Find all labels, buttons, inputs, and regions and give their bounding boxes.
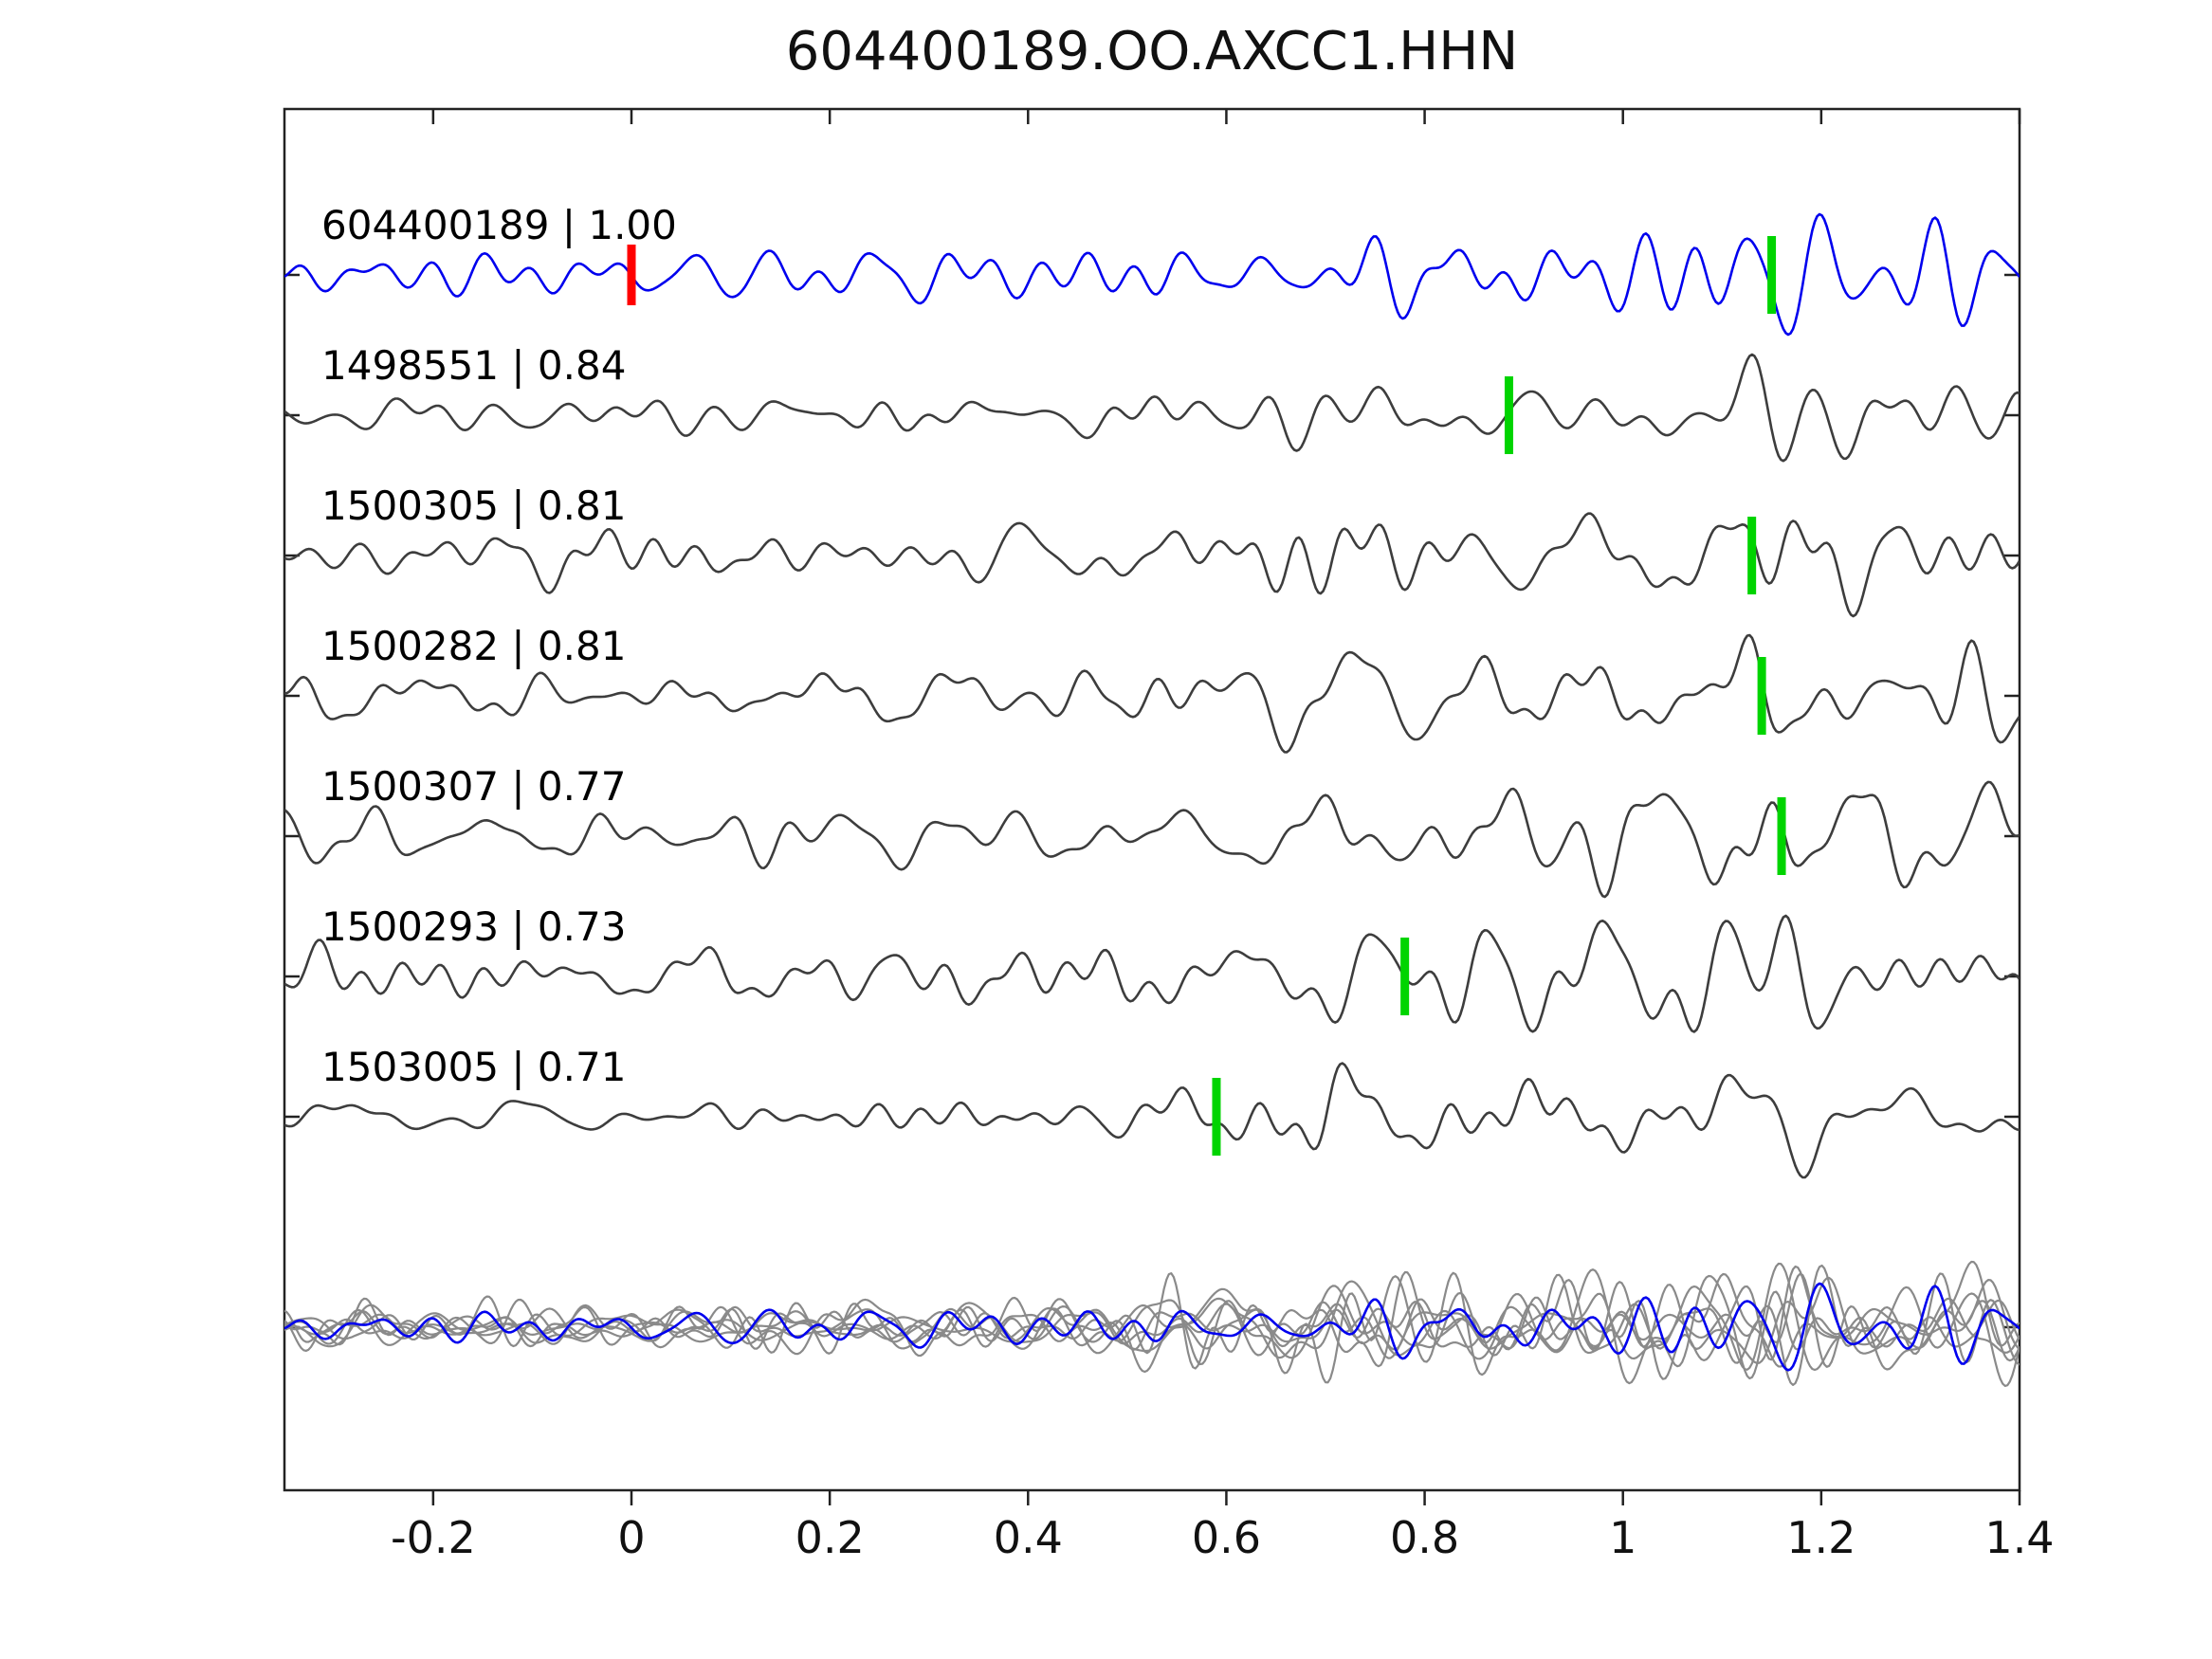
overlay-trace-gray [284, 1272, 2020, 1368]
x-tick-label: 1.4 [1984, 1512, 2054, 1563]
x-tick-label: -0.2 [391, 1512, 476, 1563]
x-tick-label: 1 [1609, 1512, 1636, 1563]
figure-title: 604400189.OO.AXCC1.HHN [785, 21, 1519, 82]
overlay-trace-gray [284, 1270, 2020, 1370]
origin-marker-604400189 [627, 245, 636, 305]
trace-label-1500282: 1500282 | 0.81 [321, 623, 626, 669]
trace-1500293 [284, 914, 2020, 1033]
overlay-trace-gray [284, 1260, 2020, 1384]
trace-label-1500293: 1500293 | 0.73 [321, 903, 626, 950]
trace-604400189 [284, 212, 2020, 337]
trace-label-1503005: 1503005 | 0.71 [321, 1044, 626, 1090]
trace-label-1500305: 1500305 | 0.81 [321, 483, 626, 529]
trace-1500307 [284, 780, 2020, 899]
x-tick-label: 0 [617, 1512, 645, 1563]
pick-marker-604400189 [1767, 236, 1777, 314]
x-tick-label: 0.6 [1192, 1512, 1261, 1563]
trace-1503005 [284, 1062, 2020, 1179]
x-tick-label: 0.8 [1390, 1512, 1459, 1563]
trace-label-604400189: 604400189 | 1.00 [321, 202, 677, 248]
x-tick-label: 1.2 [1786, 1512, 1856, 1563]
plot-border [283, 107, 2021, 1492]
trace-1500305 [284, 512, 2020, 618]
trace-1500282 [284, 633, 2020, 754]
overlay-trace-highlight [284, 1282, 2020, 1372]
pick-marker-1500282 [1757, 657, 1766, 735]
trace-label-1498551: 1498551 | 0.84 [321, 342, 626, 389]
trace-1498551 [284, 353, 2020, 463]
pick-marker-1500293 [1400, 938, 1410, 1015]
x-tick-label: 0.2 [795, 1512, 865, 1563]
pick-marker-1498551 [1504, 376, 1513, 454]
pick-marker-1500307 [1777, 797, 1786, 875]
pick-marker-1503005 [1212, 1078, 1221, 1156]
trace-label-1500307: 1500307 | 0.77 [321, 763, 626, 810]
pick-marker-1500305 [1747, 517, 1757, 594]
x-tick-label: 0.4 [994, 1512, 1063, 1563]
overlay-trace-gray [284, 1262, 2020, 1388]
